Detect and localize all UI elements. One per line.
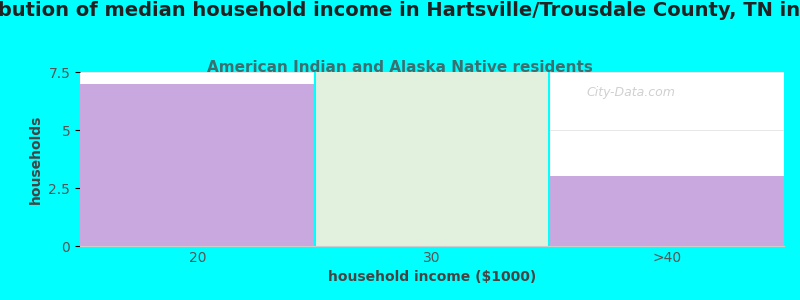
Bar [80, 84, 314, 246]
Text: American Indian and Alaska Native residents: American Indian and Alaska Native reside… [207, 60, 593, 75]
Bar [550, 176, 784, 246]
Text: City-Data.com: City-Data.com [587, 86, 676, 99]
Bar [314, 72, 550, 246]
Y-axis label: households: households [29, 114, 43, 204]
X-axis label: household income ($1000): household income ($1000) [328, 270, 536, 284]
Text: Distribution of median household income in Hartsville/Trousdale County, TN in 20: Distribution of median household income … [0, 2, 800, 20]
